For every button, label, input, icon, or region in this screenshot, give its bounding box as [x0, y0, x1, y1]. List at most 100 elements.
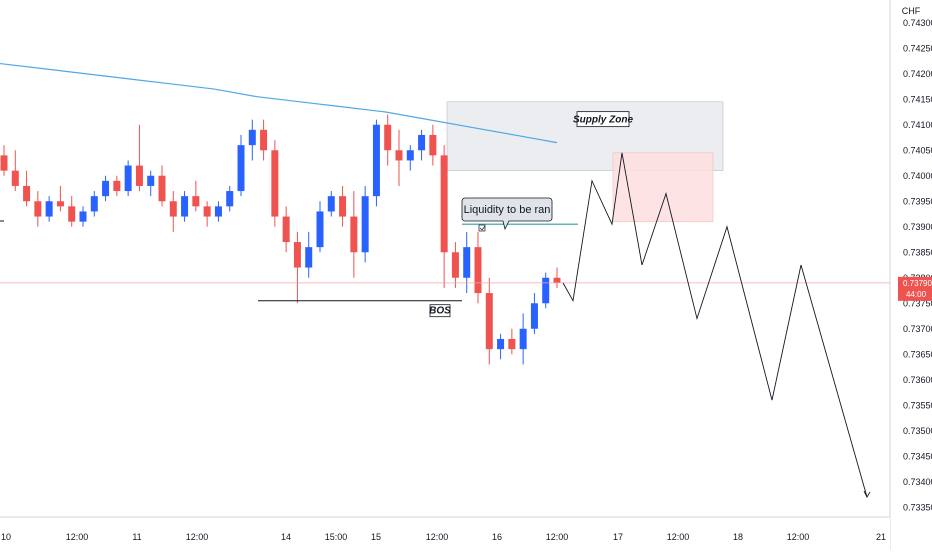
candle [553, 267, 561, 288]
candle-body [372, 124, 380, 197]
candle-body [135, 165, 143, 186]
liquidity-label: Liquidity to be ran [464, 204, 551, 216]
candle-body [485, 293, 493, 350]
candle [248, 119, 256, 161]
candle [519, 313, 527, 365]
candle-body [384, 124, 392, 151]
candle-body [181, 196, 189, 217]
candle [440, 145, 448, 288]
candle [474, 231, 482, 304]
x-tick-label: 12:00 [186, 532, 209, 542]
candle-body [271, 150, 279, 217]
candle [169, 191, 177, 232]
candle [305, 231, 313, 278]
candle [147, 170, 155, 197]
checkmark-icon [479, 225, 486, 231]
candle [271, 140, 279, 227]
x-tick-label: 12:00 [426, 532, 449, 542]
candle-body [440, 155, 448, 253]
candle [56, 185, 64, 212]
candle-body [395, 150, 403, 161]
candle-body [169, 201, 177, 217]
candle [0, 145, 8, 176]
candle-body [316, 211, 324, 248]
x-tick-label: 12:00 [66, 532, 89, 542]
x-tick-label: 17 [613, 532, 623, 542]
candle [260, 119, 268, 161]
candle-body [305, 247, 313, 268]
candle-body [23, 185, 31, 202]
candle-body [260, 129, 268, 151]
candle [226, 185, 234, 212]
candle [429, 124, 437, 166]
x-tick-label: 12:00 [667, 532, 690, 542]
x-tick-label: 12:00 [787, 532, 810, 542]
candle-body [542, 277, 550, 304]
candle [203, 201, 211, 227]
bos-label-box [429, 304, 451, 318]
x-tick-label: 18 [733, 532, 743, 542]
candle [79, 206, 87, 227]
bos-label: BOS [429, 306, 451, 317]
candle-body [248, 129, 256, 146]
x-tick-label: 16 [492, 532, 502, 542]
candle [327, 191, 335, 217]
candle-body [226, 191, 234, 207]
candle-body [530, 303, 538, 329]
candle-body [463, 247, 471, 278]
candle [192, 180, 200, 212]
candle [350, 191, 358, 278]
candle-body [553, 277, 561, 283]
candle [530, 293, 538, 334]
supply-zone-label-box [576, 111, 630, 128]
candle [90, 191, 98, 217]
candle-body [327, 196, 335, 212]
candle [113, 175, 121, 197]
candle-body [429, 134, 437, 156]
supply-zone-label: Supply Zone [573, 115, 633, 126]
candle [124, 160, 132, 197]
time-axis-bg [0, 517, 890, 550]
projection-path [562, 152, 868, 498]
candle [316, 201, 324, 253]
candle-body [293, 242, 301, 268]
candle-body [406, 150, 414, 161]
candle [508, 328, 516, 355]
liquidity-callout [461, 197, 553, 231]
candle [463, 231, 471, 294]
candle-body [68, 206, 76, 222]
candle [497, 333, 505, 360]
candle-body [237, 145, 245, 192]
order-block-box [612, 152, 714, 222]
candle-body [90, 196, 98, 212]
checkbox-icon [478, 224, 486, 232]
candle-body [56, 201, 64, 207]
candle-body [34, 201, 42, 217]
candle [181, 191, 189, 222]
currency-label: CHF [902, 6, 921, 16]
candle [135, 124, 143, 192]
candle-body [102, 180, 110, 197]
candle [485, 277, 493, 365]
candle [293, 231, 301, 304]
candle [11, 150, 19, 192]
x-tick-label: 10 [1, 532, 11, 542]
candle-body [45, 201, 53, 217]
candle-body [339, 196, 347, 217]
moving-average-line [0, 62, 558, 144]
candle-body [361, 196, 369, 253]
current-price-tag [898, 276, 932, 301]
